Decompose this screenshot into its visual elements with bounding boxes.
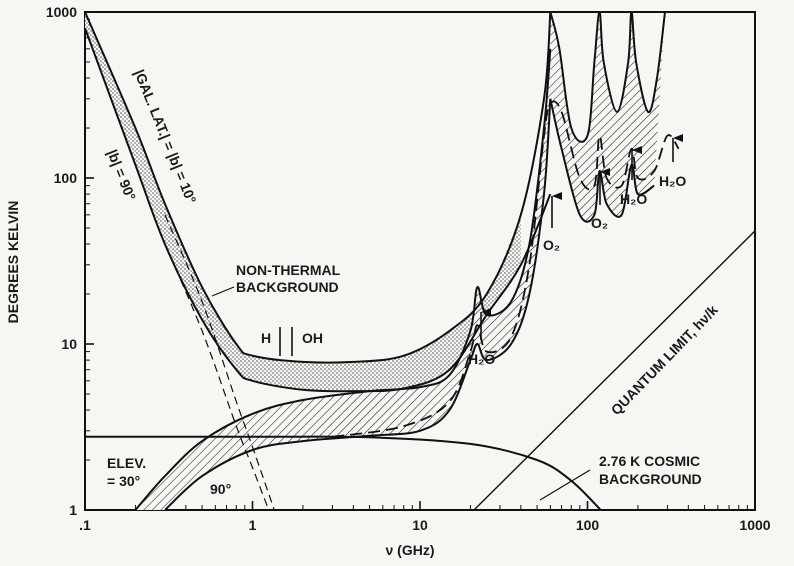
galactic-extension-dash-1 [164,243,270,511]
x-tick-label-4: 1000 [739,517,770,533]
cmb-leader-line [539,469,591,501]
cmb-label-2: BACKGROUND [599,471,702,487]
x-tick-label-0: .1 [79,517,91,533]
x-tick-label-2: 10 [412,517,428,533]
spectral-line-markers [279,327,293,356]
galactic-extension-dash-2 [164,214,275,511]
oxygen-lower-curve [549,98,655,223]
nonthermal-leader-line [211,286,235,297]
o2-60-label: O₂ [543,237,560,253]
cosmic-background-curve [84,435,602,511]
galactic-b10-curve [84,11,552,364]
h2o-22-label: H₂O [468,351,495,367]
galactic-background-band [85,12,521,392]
h2o-325-label: H₂O [659,173,686,189]
atmosphere-dashed-curve [332,100,680,438]
h2o-183-label: H₂O [620,191,647,207]
x-axis-title: ν (GHz) [386,542,435,558]
h-line-label: H [261,330,271,346]
y-tick-label-2: 100 [54,170,78,186]
gal-lat-label: |GAL. LAT.| = |b| = 10° [131,67,199,206]
elevation-30-curve [134,48,552,511]
non-thermal-label-2: BACKGROUND [236,279,339,295]
absorption-arrows [211,134,683,501]
oxygen-upper-curve [549,10,666,143]
elev-label-1: ELEV. [107,455,146,471]
x-tick-label-3: 100 [576,517,600,533]
quantum-limit-line [473,230,756,511]
y-tick-label-0: 1 [69,502,77,518]
o2-118-label: O₂ [591,215,608,231]
cmb-label-1: 2.76 K COSMIC [599,453,700,469]
elev-90-label: 90° [210,481,231,497]
elevation-90-curve [164,98,552,511]
y-axis-title: DEGREES KELVIN [5,201,21,324]
curves [84,10,756,511]
y-tick-label-3: 1000 [46,4,77,20]
elev-label-2: = 30° [107,473,140,489]
oh-line-label: OH [302,330,323,346]
non-thermal-label-1: NON-THERMAL [236,262,341,278]
x-tick-label-1: 1 [249,517,257,533]
atmosphere-band [135,48,551,511]
y-tick-label-1: 10 [61,336,77,352]
